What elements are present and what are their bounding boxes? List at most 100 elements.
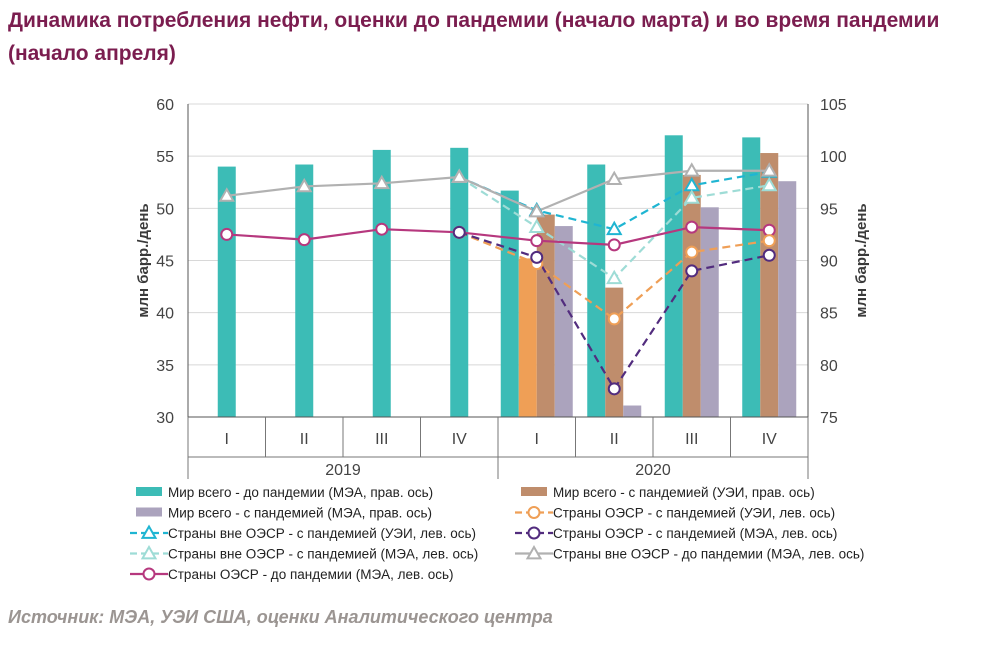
legend-item: Страны ОЭСР - с пандемией (МЭА, лев. ось… xyxy=(515,526,837,541)
legend-label: Страны ОЭСР - до пандемии (МЭА, лев. ось… xyxy=(168,567,454,582)
line-marker xyxy=(762,234,776,248)
category-label: I xyxy=(225,431,229,448)
category-label: III xyxy=(685,431,698,448)
right-tick-label: 105 xyxy=(820,97,847,114)
bar xyxy=(518,258,537,417)
legend-label: Страны вне ОЭСР - с пандемией (УЭИ, лев.… xyxy=(168,526,476,541)
left-tick-label: 50 xyxy=(156,201,174,218)
line-marker xyxy=(685,220,699,234)
line-marker xyxy=(606,269,623,285)
bar xyxy=(372,149,391,417)
legend-label: Страны вне ОЭСР - до пандемии (МЭА, лев.… xyxy=(553,547,864,562)
left-tick-label: 40 xyxy=(156,306,174,323)
bar xyxy=(778,181,797,417)
bar xyxy=(700,207,719,417)
legend-item: Мир всего - до пандемии (МЭА, прав. ось) xyxy=(136,485,433,500)
line-marker xyxy=(530,250,544,264)
category-label: II xyxy=(300,431,309,448)
line-marker xyxy=(607,382,621,396)
line-marker xyxy=(528,202,545,218)
right-tick-label: 95 xyxy=(820,201,838,218)
line-marker xyxy=(525,544,543,560)
legend-item: Страны вне ОЭСР - с пандемией (УЭИ, лев.… xyxy=(130,524,476,541)
bars xyxy=(217,135,797,418)
legend-item: Страны ОЭСР - до пандемии (МЭА, лев. ось… xyxy=(130,567,454,582)
line-marker xyxy=(142,567,156,581)
bar xyxy=(623,405,642,417)
line-marker xyxy=(528,218,545,233)
right-tick-label: 75 xyxy=(820,410,838,427)
line-marker xyxy=(762,223,776,237)
legend-label: Страны вне ОЭСР - с пандемией (МЭА, лев.… xyxy=(168,547,478,562)
line-marker xyxy=(607,312,621,326)
line-marker xyxy=(685,264,699,278)
series-markers xyxy=(218,162,778,396)
bar xyxy=(295,164,314,417)
category-label: IV xyxy=(452,431,467,448)
left-tick-label: 55 xyxy=(156,149,174,166)
group-label: 2020 xyxy=(635,462,671,479)
legend-label: Страны ОЭСР - с пандемией (МЭА, лев. ось… xyxy=(553,526,837,541)
legend-label: Мир всего - с пандемией (МЭА, прав. ось) xyxy=(168,506,432,521)
line-marker xyxy=(761,162,778,177)
line-marker xyxy=(218,187,235,202)
category-label: I xyxy=(535,431,539,448)
series-line xyxy=(226,169,770,213)
series-line xyxy=(226,226,770,246)
line-marker xyxy=(683,189,700,204)
chart-title: Динамика потребления нефти, оценки до па… xyxy=(8,9,940,65)
legend: Мир всего - до пандемии (МЭА, прав. ось)… xyxy=(130,485,864,582)
legend-label: Страны ОЭСР - с пандемией (УЭИ, лев. ось… xyxy=(553,506,835,521)
bar xyxy=(682,174,701,417)
right-tick-label: 90 xyxy=(820,254,838,271)
series-line xyxy=(458,231,770,321)
line-marker xyxy=(375,222,389,236)
line-marker xyxy=(685,245,699,259)
legend-label: Мир всего - с пандемией (УЭИ, прав. ось) xyxy=(553,485,815,500)
bar xyxy=(587,164,606,417)
line-marker xyxy=(527,506,541,519)
left-tick-label: 60 xyxy=(156,97,174,114)
line-marker xyxy=(530,234,544,248)
bar xyxy=(760,153,779,417)
legend-item: Мир всего - с пандемией (МЭА, прав. ось) xyxy=(136,506,432,521)
source-note: Источник: МЭА, УЭИ США, оценки Аналитиче… xyxy=(8,607,553,627)
bar xyxy=(554,226,573,417)
oil-consumption-chart: 30 35 40 45 50 55 60 75 80 85 90 95 100 105 млн барр./… xyxy=(130,97,870,582)
bar xyxy=(742,137,761,418)
legend-label: Мир всего - до пандемии (МЭА, прав. ось) xyxy=(168,485,433,500)
legend-swatch xyxy=(136,507,162,517)
right-tick-label: 85 xyxy=(820,306,838,323)
legend-swatch xyxy=(136,487,162,496)
line-marker xyxy=(140,544,158,560)
category-label: IV xyxy=(762,431,777,448)
bar xyxy=(500,190,519,417)
bar xyxy=(664,135,683,418)
right-tick-label: 100 xyxy=(820,149,847,166)
line-marker xyxy=(296,177,313,193)
line-marker xyxy=(140,524,158,539)
line-marker xyxy=(683,162,700,177)
left-tick-label: 30 xyxy=(156,410,174,427)
line-marker xyxy=(606,220,623,236)
left-tick-label: 45 xyxy=(156,254,174,271)
axes: 30 35 40 45 50 55 60 75 80 85 90 95 100 105 млн барр./… xyxy=(135,97,870,479)
line-marker xyxy=(297,233,311,247)
category-label: II xyxy=(610,431,619,448)
line-marker xyxy=(451,168,468,183)
legend-item: Страны вне ОЭСР - до пандемии (МЭА, лев.… xyxy=(515,544,864,562)
legend-item: Страны ОЭСР - с пандемией (УЭИ, лев. ось… xyxy=(515,506,835,521)
left-axis-title: млн барр./день xyxy=(135,203,152,317)
line-marker xyxy=(761,176,778,192)
right-axis-title: млн барр./день xyxy=(853,203,870,317)
bar xyxy=(217,166,236,417)
legend-swatch xyxy=(521,487,547,496)
line-marker xyxy=(607,238,621,252)
line-marker xyxy=(373,174,390,190)
line-marker xyxy=(220,227,234,241)
bar xyxy=(605,287,624,417)
line-marker xyxy=(527,526,541,540)
right-tick-label: 80 xyxy=(820,358,838,375)
left-tick-label: 35 xyxy=(156,358,174,375)
legend-item: Мир всего - с пандемией (УЭИ, прав. ось) xyxy=(521,485,815,500)
